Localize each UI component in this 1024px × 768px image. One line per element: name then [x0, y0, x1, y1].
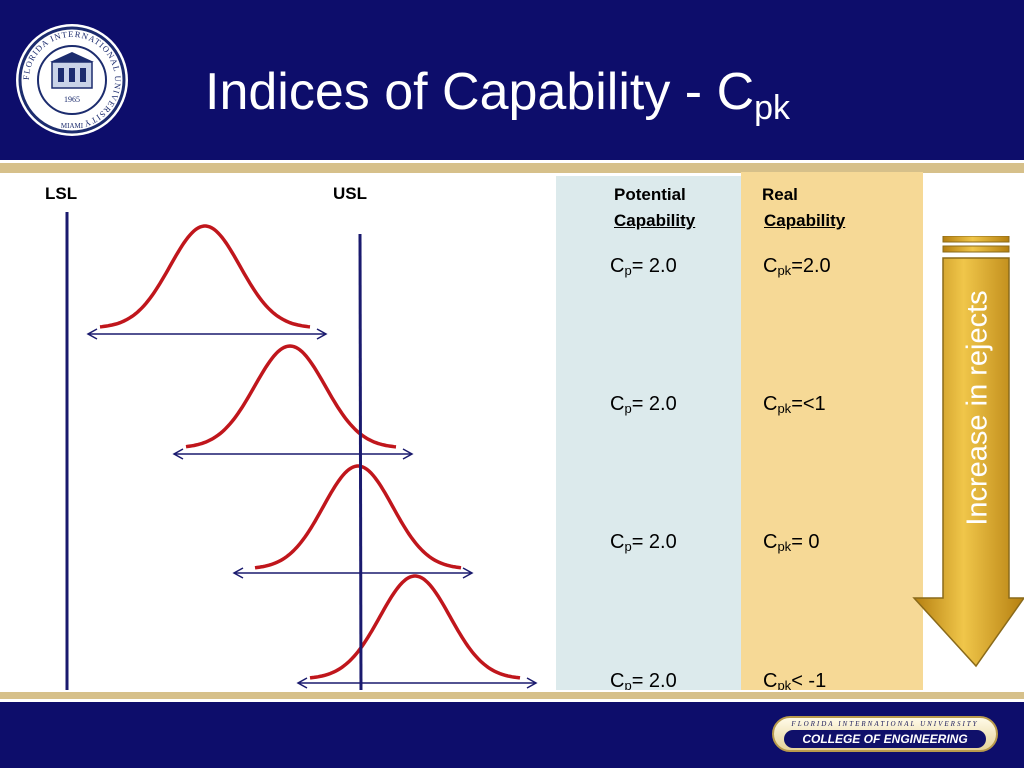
badge-college-text: COLLEGE OF ENGINEERING — [784, 730, 986, 748]
page-title: Indices of Capability - Cpk — [205, 63, 791, 127]
potential-heading-line1: Potential — [614, 185, 686, 204]
down-arrow-icon — [912, 236, 1024, 668]
cp-value-row2: Cp= 2.0 — [610, 393, 677, 416]
real-capability-panel — [741, 172, 923, 698]
usl-label: USL — [333, 184, 367, 203]
university-seal-icon: FLORIDA INTERNATIONAL UNIVERSITY MIAMI 1… — [16, 24, 128, 136]
title-subscript: pk — [754, 89, 791, 127]
distribution-curve-3 — [254, 464, 462, 570]
rejects-arrow-label: Increase in rejects — [961, 290, 994, 526]
badge-university-text: FLORIDA INTERNATIONAL UNIVERSITY — [791, 720, 979, 728]
spread-arrow-1 — [86, 328, 328, 340]
cpk-value-row3: Cpk= 0 — [763, 531, 820, 554]
college-logo-badge: FLORIDA INTERNATIONAL UNIVERSITY COLLEGE… — [772, 716, 998, 752]
spread-arrow-4 — [296, 677, 538, 689]
header-bar — [0, 0, 1024, 160]
potential-capability-panel — [556, 176, 741, 696]
potential-heading-line2: Capability — [614, 211, 696, 230]
capability-diagram — [65, 212, 538, 696]
lsl-label: LSL — [45, 184, 78, 203]
seal-bottom-text: MIAMI — [61, 122, 84, 130]
real-heading-line2: Capability — [764, 211, 846, 230]
cp-value-row1: Cp= 2.0 — [610, 255, 677, 278]
footer-divider — [0, 690, 1024, 702]
distribution-curve-4 — [309, 574, 521, 680]
usl-line — [358, 233, 363, 696]
cpk-value-row4: Cpk< -1 — [763, 670, 827, 693]
distribution-curve-1 — [99, 224, 311, 329]
real-heading-line1: Real — [762, 185, 798, 204]
spread-arrow-3 — [232, 567, 474, 579]
seal-year: 1965 — [64, 95, 80, 104]
distribution-curve-2 — [185, 344, 397, 449]
cp-value-row3: Cp= 2.0 — [610, 531, 677, 554]
cpk-value-row2: Cpk=<1 — [763, 393, 826, 416]
cpk-value-row1: Cpk=2.0 — [763, 255, 831, 278]
cp-value-row4: Cp= 2.0 — [610, 670, 677, 693]
spread-arrow-2 — [172, 448, 414, 460]
